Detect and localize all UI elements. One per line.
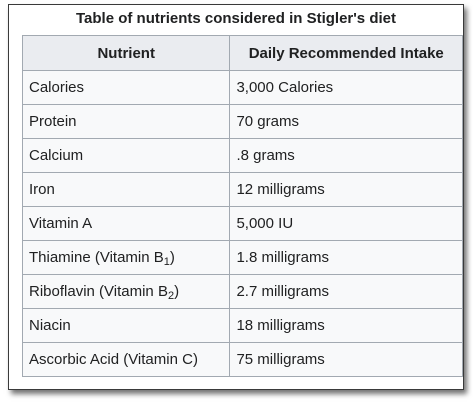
nutrient-cell: Calories <box>21 70 231 105</box>
header-intake: Daily Recommended Intake <box>229 35 463 71</box>
table-row: Niacin 18 milligrams <box>21 308 463 343</box>
header-nutrient: Nutrient <box>21 35 231 71</box>
nutrient-text-end: ) <box>169 249 175 266</box>
intake-cell: 18 milligrams <box>229 308 463 343</box>
intake-cell: 5,000 IU <box>229 206 463 241</box>
intake-cell: 70 grams <box>229 104 463 139</box>
nutrient-text-end: ) <box>174 283 180 300</box>
table-row: Calories 3,000 Calories <box>21 70 463 105</box>
nutrient-text: Thiamine (Vitamin B <box>29 249 164 266</box>
intake-cell: 1.8 milligrams <box>229 240 463 275</box>
table-row: Iron 12 milligrams <box>21 172 463 207</box>
intake-cell: 3,000 Calories <box>229 70 463 105</box>
header-row: Nutrient Daily Recommended Intake <box>21 35 463 71</box>
nutrient-cell: Vitamin A <box>21 206 231 241</box>
subscript: 1 <box>163 256 170 268</box>
nutrient-text: Riboflavin (Vitamin B <box>29 283 168 300</box>
table-row: Vitamin A 5,000 IU <box>21 206 463 241</box>
intake-cell: .8 grams <box>229 138 463 173</box>
intake-cell: 12 milligrams <box>229 172 463 207</box>
nutrient-cell: Calcium <box>21 138 231 173</box>
table-caption: Table of nutrients considered in Stigler… <box>75 10 396 27</box>
table-row: Thiamine (Vitamin B1) 1.8 milligrams <box>21 240 463 275</box>
nutrient-cell: Riboflavin (Vitamin B2) <box>21 274 231 309</box>
table-row: Calcium .8 grams <box>21 138 463 173</box>
nutrient-cell: Thiamine (Vitamin B1) <box>21 240 231 275</box>
subscript: 2 <box>167 290 175 302</box>
nutrient-cell: Iron <box>21 172 231 207</box>
intake-cell: 75 milligrams <box>229 342 463 377</box>
table-row: Ascorbic Acid (Vitamin C) 75 milligrams <box>21 342 463 377</box>
nutrients-table: Nutrient Daily Recommended Intake Calori… <box>21 35 463 377</box>
intake-cell: 2.7 milligrams <box>229 274 463 309</box>
table-row: Riboflavin (Vitamin B2) 2.7 milligrams <box>21 274 463 309</box>
nutrient-cell: Ascorbic Acid (Vitamin C) <box>21 342 231 377</box>
nutrient-cell: Protein <box>21 104 231 139</box>
table-frame: Table of nutrients considered in Stigler… <box>8 4 464 390</box>
nutrient-cell: Niacin <box>21 308 231 343</box>
table-row: Protein 70 grams <box>21 104 463 139</box>
